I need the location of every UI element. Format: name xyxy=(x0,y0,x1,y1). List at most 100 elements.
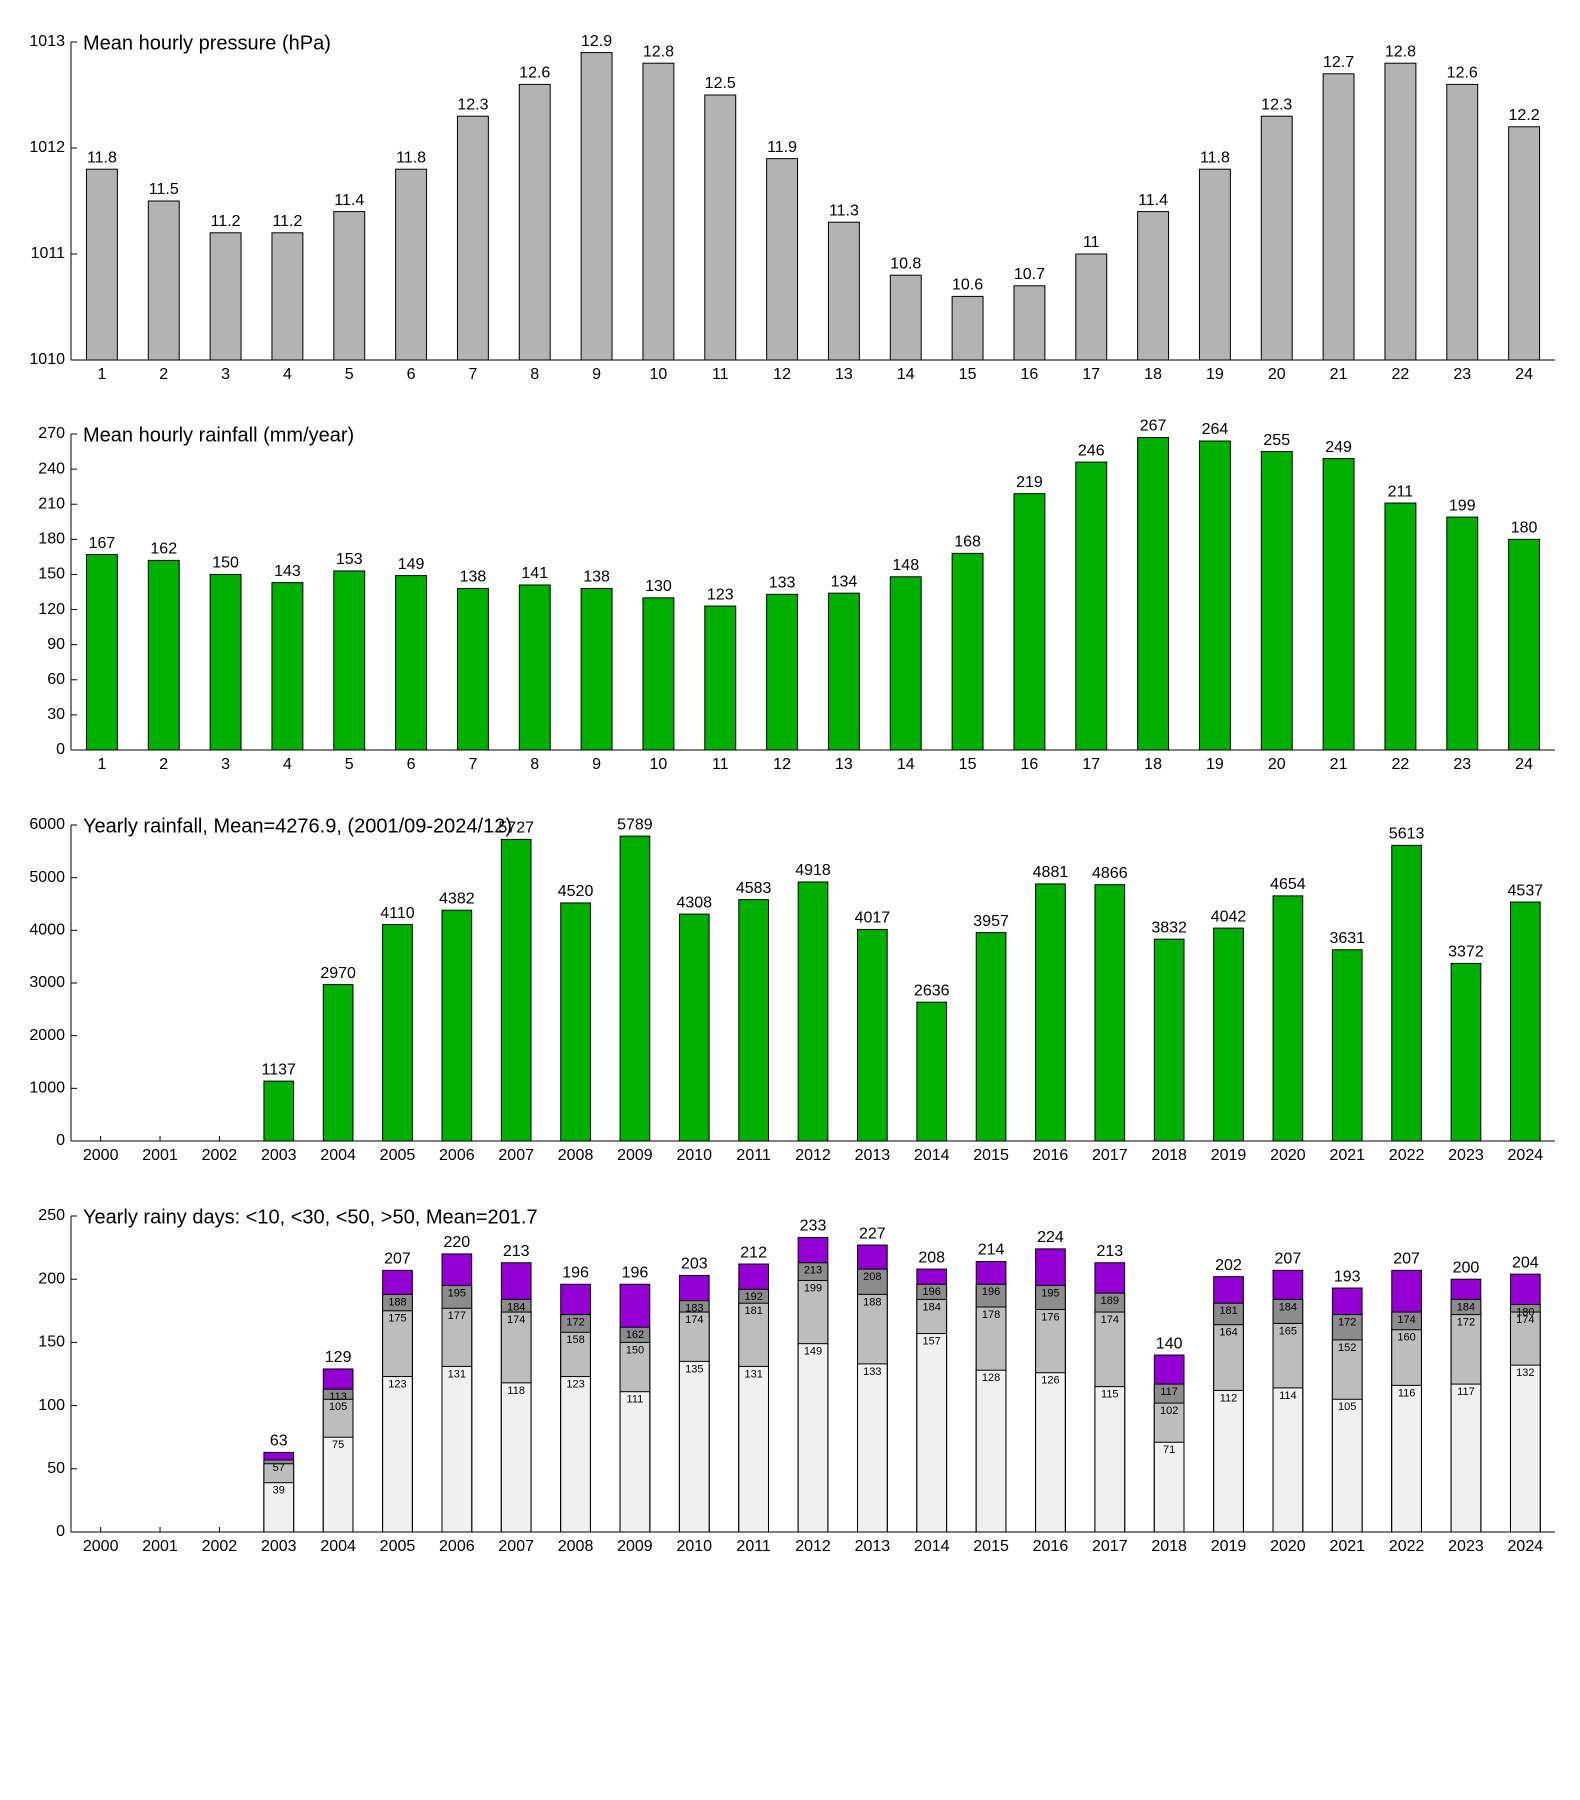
value-label: 10.6 xyxy=(952,277,983,294)
x-tick-label: 20 xyxy=(1268,366,1286,383)
segment-label: 115 xyxy=(1101,1389,1119,1401)
value-label: 5789 xyxy=(617,816,653,833)
x-tick-label: 2011 xyxy=(736,1538,771,1555)
x-tick-label: 2013 xyxy=(855,1147,891,1164)
segment-label: 196 xyxy=(923,1286,941,1298)
value-label: 11.4 xyxy=(1138,192,1168,209)
bar xyxy=(951,295,984,361)
value-label: 11.8 xyxy=(396,149,426,166)
x-tick-label: 2013 xyxy=(855,1538,891,1555)
bar xyxy=(1075,253,1108,361)
bar xyxy=(518,83,551,361)
value-label: 11.2 xyxy=(272,213,302,230)
x-tick-label: 5 xyxy=(345,366,354,383)
bar xyxy=(382,1376,413,1533)
value-label: 138 xyxy=(460,569,487,586)
x-tick-label: 2008 xyxy=(558,1538,594,1555)
total-label: 213 xyxy=(1096,1243,1123,1260)
x-tick-label: 2005 xyxy=(380,1538,416,1555)
value-label: 2970 xyxy=(320,965,356,982)
value-label: 180 xyxy=(1511,520,1538,537)
segment-label: 118 xyxy=(507,1385,525,1397)
bar xyxy=(678,1360,710,1533)
total-label: 129 xyxy=(325,1349,352,1366)
bar xyxy=(1391,1384,1422,1533)
segment-label: 135 xyxy=(685,1363,703,1375)
value-label: 249 xyxy=(1325,439,1352,456)
total-label: 200 xyxy=(1453,1259,1480,1276)
bar xyxy=(271,582,304,751)
value-label: 143 xyxy=(274,563,301,580)
segment-label: 172 xyxy=(566,1316,584,1328)
bar xyxy=(263,1080,295,1142)
bar xyxy=(797,881,829,1142)
x-tick-label: 2007 xyxy=(498,1147,534,1164)
x-tick-label: 7 xyxy=(468,756,477,773)
x-tick-label: 2003 xyxy=(261,1538,297,1555)
value-label: 4881 xyxy=(1033,864,1069,881)
segment-label: 112 xyxy=(1220,1392,1238,1404)
x-tick-label: 2009 xyxy=(617,1147,653,1164)
value-label: 11.8 xyxy=(1200,149,1230,166)
x-tick-label: 2017 xyxy=(1092,1147,1128,1164)
segment-label: 174 xyxy=(1516,1314,1534,1326)
total-label: 204 xyxy=(1512,1254,1539,1271)
x-tick-label: 2001 xyxy=(142,1538,178,1555)
y-tick-label: 180 xyxy=(38,531,65,548)
value-label: 11.4 xyxy=(334,192,364,209)
bar xyxy=(456,587,489,751)
bar xyxy=(441,1365,473,1533)
x-tick-label: 2 xyxy=(159,366,168,383)
bar xyxy=(766,158,799,361)
chart-title: Yearly rainfall, Mean=4276.9, (2001/09-2… xyxy=(83,815,512,837)
bar xyxy=(333,570,366,751)
bar xyxy=(209,573,242,751)
bar xyxy=(916,1333,948,1533)
x-tick-label: 2023 xyxy=(1448,1147,1484,1164)
segment-label: 117 xyxy=(1457,1386,1475,1398)
x-tick-label: 12 xyxy=(773,366,791,383)
x-tick-label: 3 xyxy=(221,756,230,773)
value-label: 2636 xyxy=(914,982,950,999)
bar xyxy=(580,52,613,361)
bar xyxy=(560,902,591,1142)
value-label: 167 xyxy=(89,535,116,552)
x-tick-label: 2019 xyxy=(1211,1147,1247,1164)
segment-label: 178 xyxy=(982,1309,1000,1321)
y-tick-label: 1012 xyxy=(29,139,65,156)
segment-label: 111 xyxy=(627,1394,644,1406)
bar xyxy=(518,584,551,751)
bar xyxy=(85,168,118,361)
x-tick-label: 2009 xyxy=(617,1538,653,1555)
x-tick-label: 22 xyxy=(1392,756,1410,773)
x-tick-label: 24 xyxy=(1515,366,1533,383)
value-label: 3631 xyxy=(1329,930,1365,947)
x-tick-label: 17 xyxy=(1082,366,1100,383)
bar xyxy=(1137,211,1170,361)
total-label: 207 xyxy=(384,1251,411,1268)
x-tick-label: 2006 xyxy=(439,1538,475,1555)
x-tick-label: 4 xyxy=(283,366,292,383)
segment-label: 172 xyxy=(1457,1316,1475,1328)
value-label: 133 xyxy=(769,575,796,592)
value-label: 4918 xyxy=(795,862,831,879)
y-tick-label: 1010 xyxy=(29,351,65,368)
segment-label: 213 xyxy=(804,1265,822,1277)
segment-label: 128 xyxy=(982,1372,1000,1384)
segment-label: 183 xyxy=(685,1303,703,1315)
y-tick-label: 5000 xyxy=(29,869,65,886)
bar xyxy=(827,221,860,361)
y-tick-label: 0 xyxy=(56,1523,65,1540)
segment-label: 184 xyxy=(1457,1301,1475,1313)
x-tick-label: 2021 xyxy=(1329,1538,1365,1555)
bar xyxy=(766,593,799,751)
y-tick-label: 250 xyxy=(38,1207,65,1224)
x-tick-label: 2003 xyxy=(261,1147,297,1164)
x-tick-label: 18 xyxy=(1144,366,1162,383)
value-label: 10.8 xyxy=(890,255,921,272)
bar xyxy=(1035,883,1066,1142)
x-tick-label: 2017 xyxy=(1092,1538,1128,1555)
bar xyxy=(441,909,473,1142)
y-tick-label: 1011 xyxy=(31,245,66,262)
